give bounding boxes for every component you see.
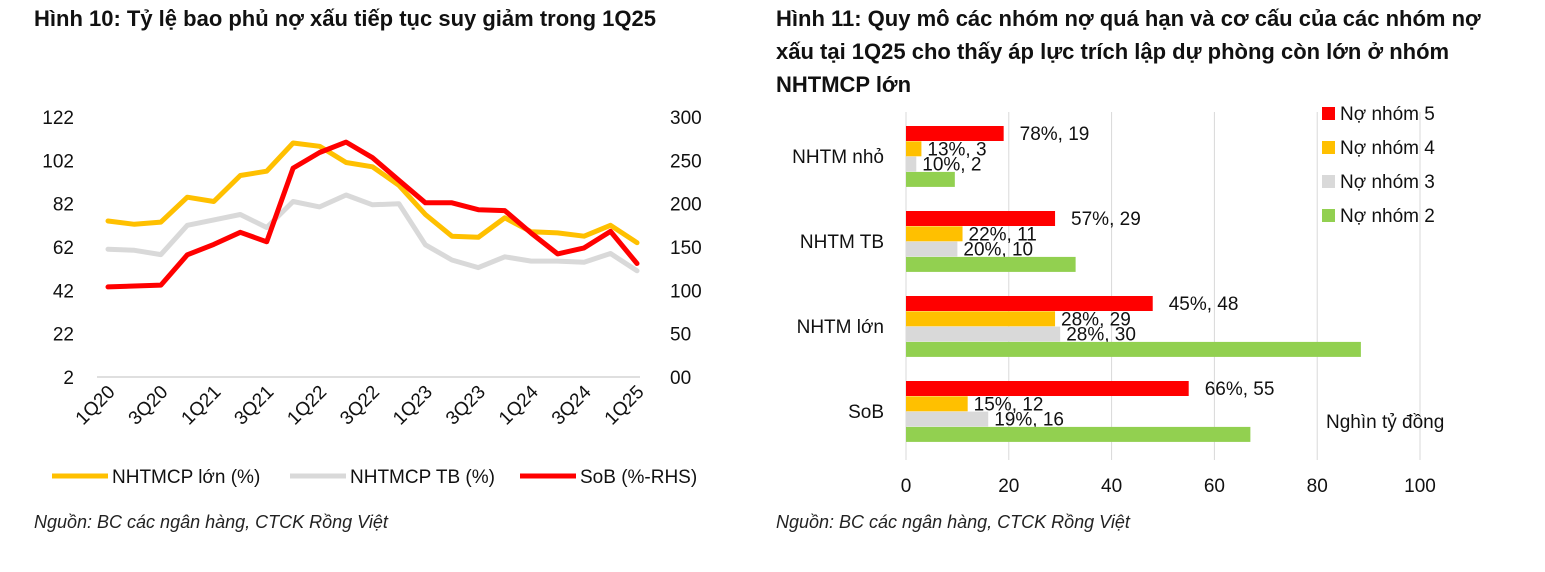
y-left-tick-label: 62 (53, 238, 74, 259)
bar (906, 396, 968, 412)
category-label: NHTM nhỏ (792, 147, 884, 168)
y-left-tick-label: 22 (53, 325, 74, 346)
x-tick-label: 40 (1101, 476, 1122, 497)
y-right-tick-label: 150 (670, 238, 702, 259)
data-label: 66%, 55 (1205, 379, 1275, 400)
figure11-title: Hình 11: Quy mô các nhóm nợ quá hạn và c… (776, 6, 1481, 97)
legend-swatch (1322, 107, 1335, 120)
legend-label: NHTMCP lớn (%) (112, 467, 260, 488)
category-label: NHTM lớn (797, 317, 884, 338)
data-label: 15%, 12 (974, 394, 1044, 415)
data-label: 19%, 16 (994, 410, 1064, 431)
bar (906, 241, 958, 257)
legend-swatch (1322, 175, 1335, 188)
legend-label: Nợ nhóm 5 (1340, 104, 1435, 125)
y-left-tick-label: 2 (63, 368, 74, 389)
data-label: 78%, 19 (1020, 124, 1090, 145)
data-label: 20%, 10 (963, 240, 1033, 261)
data-label: 22%, 11 (969, 224, 1037, 245)
bar (906, 256, 1076, 272)
bar (906, 311, 1056, 327)
legend-label: Nợ nhóm 3 (1340, 172, 1435, 193)
series-line (105, 192, 640, 274)
series-line (105, 139, 640, 290)
y-right-tick-label: 200 (670, 195, 702, 216)
series-line (105, 140, 640, 246)
bar (906, 171, 955, 187)
bar (906, 211, 1056, 226)
data-label: 57%, 29 (1071, 209, 1141, 230)
figure10-source: Nguồn: BC các ngân hàng, CTCK Rồng Việt (34, 512, 388, 532)
y-left-tick-label: 42 (53, 281, 74, 302)
bar (906, 126, 1004, 141)
legend-swatch (1322, 141, 1335, 154)
bar (906, 156, 917, 172)
bar (906, 326, 1061, 342)
y-right-tick-label: 00 (670, 368, 691, 389)
legend-label: Nợ nhóm 4 (1340, 138, 1435, 159)
figure11-source: Nguồn: BC các ngân hàng, CTCK Rồng Việt (776, 512, 1130, 532)
y-right-tick-label: 300 (670, 108, 702, 129)
x-tick-label: 0 (901, 476, 912, 497)
data-label: 28%, 30 (1066, 325, 1136, 346)
x-tick-label: 100 (1404, 476, 1436, 497)
unit-label: Nghìn tỷ đồng (1326, 412, 1444, 433)
bar (906, 381, 1189, 396)
bar (906, 226, 963, 242)
category-label: SoB (848, 402, 884, 423)
bar (906, 341, 1361, 357)
x-tick-label: 20 (998, 476, 1019, 497)
bar (906, 411, 989, 427)
y-left-tick-label: 82 (53, 195, 74, 216)
bar (906, 296, 1153, 311)
data-label: 13%, 3 (927, 139, 986, 160)
data-label: 28%, 29 (1061, 309, 1131, 330)
data-label: 10%, 2 (922, 155, 981, 176)
bar (906, 426, 1251, 442)
x-tick-label: 60 (1204, 476, 1225, 497)
category-label: NHTM TB (800, 232, 884, 253)
data-label: 45%, 48 (1169, 294, 1239, 315)
y-right-tick-label: 250 (670, 151, 702, 172)
y-right-tick-label: 100 (670, 281, 702, 302)
x-tick-label: 80 (1307, 476, 1328, 497)
y-left-tick-label: 122 (42, 108, 74, 129)
legend-label: NHTMCP TB (%) (350, 467, 495, 488)
legend-label: SoB (%-RHS) (580, 467, 697, 488)
y-left-tick-label: 102 (42, 151, 74, 172)
legend-label: Nợ nhóm 2 (1340, 206, 1435, 227)
y-right-tick-label: 50 (670, 325, 691, 346)
bar (906, 141, 922, 157)
figure10-title: Hình 10: Tỷ lệ bao phủ nợ xấu tiếp tục s… (34, 6, 656, 31)
legend-swatch (1322, 209, 1335, 222)
